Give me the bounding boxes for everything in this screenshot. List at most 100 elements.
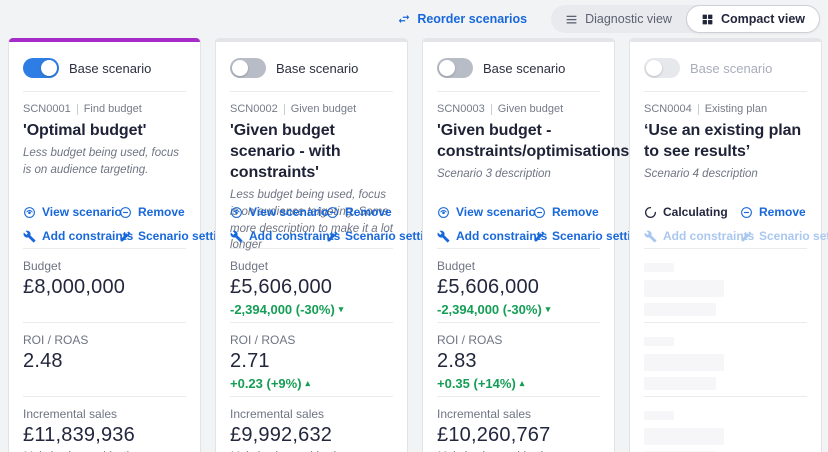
metric-value: £10,260,767 — [437, 424, 551, 446]
remove-button[interactable]: Remove — [533, 205, 652, 219]
base-scenario-label: Base scenario — [276, 60, 359, 76]
card-accent-bar — [9, 38, 200, 42]
calculating-status: Calculating — [644, 205, 740, 219]
scenario-kind: Find budget — [83, 103, 142, 115]
roi-metric: ROI / ROAS 2.71 +0.23 (+9%) ▴ — [230, 322, 393, 396]
card-accent-bar — [216, 38, 407, 42]
skeleton-bar — [644, 280, 724, 297]
scenario-settings-label: Scenario settings — [138, 229, 239, 243]
metric-delta[interactable]: +0.23 (+9%) ▴ — [230, 376, 393, 391]
compact-view-button[interactable]: Compact view — [685, 5, 820, 33]
divider — [76, 103, 78, 115]
diagnostic-view-button[interactable]: Diagnostic view — [551, 5, 686, 33]
wrench-icon — [644, 230, 657, 242]
scenario-title: ‘Use an existing plan to see results’ — [644, 122, 802, 161]
skeleton-bar — [644, 428, 724, 445]
triangle-down-icon: ▾ — [338, 304, 344, 314]
add-constraints-button[interactable]: Add constraints — [437, 229, 547, 243]
scenario-settings-button[interactable]: Scenario settings — [119, 229, 238, 243]
divider — [490, 103, 492, 115]
scenario-card-scn0001: Base scenario SCN0001 Find budget 'Optim… — [8, 38, 238, 452]
view-scenario-label: View scenario — [42, 205, 122, 219]
view-scenario-button[interactable]: View scenario — [437, 205, 536, 219]
scenario-settings-label: Scenario settings — [345, 229, 446, 243]
reorder-scenarios-button[interactable]: Reorder scenarios — [397, 12, 527, 26]
delta-value: -2,394,000 (-30%) — [437, 302, 542, 317]
metric-value: £8,000,000 — [23, 276, 126, 298]
view-scenario-button[interactable]: View scenario — [23, 205, 122, 219]
scenario-code: SCN0003 — [437, 103, 485, 115]
pencil-icon — [327, 231, 338, 241]
scenario-card-scn0002: Base scenario SCN0002 Given budget 'Give… — [215, 38, 445, 452]
remove-label: Remove — [759, 205, 806, 219]
remove-circle-icon — [741, 206, 752, 218]
add-constraints-button[interactable]: Add constraints — [23, 229, 133, 243]
remove-button[interactable]: Remove — [326, 205, 445, 219]
wrench-icon — [23, 230, 36, 242]
skeleton-bar — [644, 411, 674, 420]
metric-note: Main business objective — [437, 450, 600, 452]
metric-value: 2.83 — [437, 350, 477, 372]
base-scenario-label: Base scenario — [483, 60, 566, 76]
remove-circle-icon — [534, 206, 545, 218]
base-scenario-toggle[interactable] — [230, 58, 266, 78]
scenario-settings-button[interactable]: Scenario settings — [533, 229, 652, 243]
metric-value: £5,606,000 — [437, 276, 540, 298]
eye-circle-icon — [438, 206, 449, 218]
metric-label: Budget — [230, 259, 269, 273]
metric-delta[interactable]: -2,394,000 (-30%) ▾ — [230, 302, 393, 317]
metric-delta[interactable]: +0.35 (+14%) ▴ — [437, 376, 600, 391]
grid-icon — [702, 14, 713, 24]
metric-delta[interactable]: -2,394,000 (-30%) ▾ — [437, 302, 600, 317]
metric-label: ROI / ROAS — [437, 333, 503, 347]
divider — [23, 91, 186, 92]
wrench-icon — [437, 230, 450, 242]
add-constraints-button[interactable]: Add constraints — [230, 229, 340, 243]
remove-label: Remove — [138, 205, 185, 219]
metric-value: £5,606,000 — [230, 276, 333, 298]
metric-value: 2.71 — [230, 350, 270, 372]
scenario-title: 'Given budget - constraints/optimisation… — [437, 122, 633, 161]
metric-label: Incremental sales — [23, 407, 118, 421]
remove-button[interactable]: Remove — [740, 205, 828, 219]
remove-button[interactable]: Remove — [119, 205, 238, 219]
remove-circle-icon — [327, 206, 338, 218]
metric-label: ROI / ROAS — [230, 333, 296, 347]
incremental-sales-metric-skeleton — [644, 396, 807, 452]
view-mode-switch: Diagnostic view Compact view — [551, 5, 820, 33]
scenario-cards-row: Base scenario SCN0001 Find budget 'Optim… — [0, 38, 828, 452]
divider — [644, 91, 807, 92]
spinner-icon — [645, 206, 657, 218]
scenario-kind: Given budget — [290, 103, 357, 115]
delta-value: +0.35 (+14%) — [437, 376, 516, 391]
skeleton-bar — [644, 377, 716, 390]
scenario-settings-label: Scenario settings — [759, 229, 828, 243]
pencil-icon — [120, 231, 131, 241]
metric-note: Main business objective — [230, 450, 393, 452]
add-constraints-label: Add constraints — [456, 229, 548, 243]
divider — [283, 103, 285, 115]
base-scenario-toggle[interactable] — [437, 58, 473, 78]
toolbar: Reorder scenarios Diagnostic view Compac… — [0, 0, 828, 38]
skeleton-bar — [644, 354, 724, 371]
add-constraints-button: Add constraints — [644, 229, 754, 243]
divider — [437, 91, 600, 92]
scenario-description: Less budget being used, focus is on audi… — [23, 147, 180, 176]
incremental-sales-metric: Incremental sales £9,992,632 Main busine… — [230, 396, 393, 452]
base-scenario-toggle[interactable] — [23, 58, 59, 78]
remove-label: Remove — [552, 205, 599, 219]
card-accent-bar — [630, 38, 821, 42]
metric-value: £9,992,632 — [230, 424, 333, 446]
budget-metric: Budget £8,000,000 — [23, 248, 186, 322]
scenario-settings-button: Scenario settings — [740, 229, 828, 243]
metric-note: Main business objective — [23, 450, 186, 452]
scenario-title: 'Optimal budget' — [23, 122, 147, 139]
add-constraints-label: Add constraints — [42, 229, 134, 243]
add-constraints-label: Add constraints — [663, 229, 755, 243]
metric-label: Incremental sales — [230, 407, 325, 421]
scenario-settings-button[interactable]: Scenario settings — [326, 229, 445, 243]
pencil-icon — [534, 231, 545, 241]
view-scenario-button[interactable]: View scenario — [230, 205, 329, 219]
budget-metric-skeleton — [644, 248, 807, 322]
delta-value: +0.23 (+9%) — [230, 376, 302, 391]
